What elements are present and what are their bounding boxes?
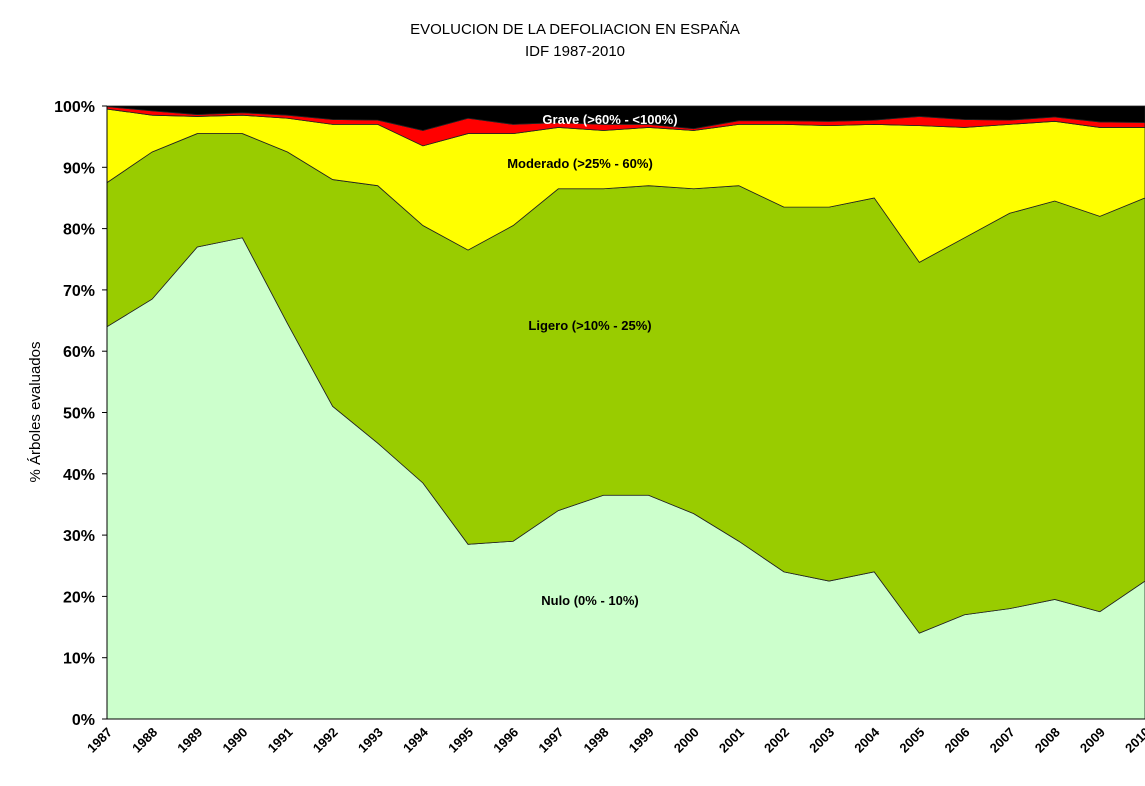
x-tick-label: 2004 xyxy=(851,724,883,756)
x-tick-label: 1996 xyxy=(490,725,521,756)
series-label: Moderado (>25% - 60%) xyxy=(507,156,653,171)
x-tick-label: 1995 xyxy=(445,725,476,756)
y-tick-label: 100% xyxy=(54,99,95,116)
x-tick-label: 2003 xyxy=(806,725,837,756)
y-tick-label: 40% xyxy=(63,467,95,484)
x-tick-label: 2009 xyxy=(1077,725,1108,756)
x-tick-label: 2002 xyxy=(761,725,792,756)
x-tick-label: 2008 xyxy=(1032,725,1063,756)
y-tick-label: 80% xyxy=(63,222,95,239)
series-label: Ligero (>10% - 25%) xyxy=(528,318,651,333)
x-tick-label: 1999 xyxy=(626,725,657,756)
y-tick-label: 50% xyxy=(63,406,95,423)
y-tick-label: 10% xyxy=(63,651,95,668)
x-tick-label: 2010 xyxy=(1122,725,1145,756)
series-label: Seco (100%) xyxy=(417,105,494,120)
x-tick-label: 1997 xyxy=(535,725,566,756)
x-tick-label: 1987 xyxy=(84,725,115,756)
y-tick-label: 70% xyxy=(63,283,95,300)
x-tick-label: 1988 xyxy=(129,725,160,756)
x-tick-label: 2006 xyxy=(942,725,973,756)
chart-title: EVOLUCION DE LA DEFOLIACION EN ESPAÑA xyxy=(410,21,740,38)
x-tick-label: 1989 xyxy=(174,725,205,756)
area xyxy=(106,105,1145,131)
y-tick-label: 0% xyxy=(72,712,95,729)
x-tick-label: 1998 xyxy=(580,725,611,756)
series-label: Nulo (0% - 10%) xyxy=(541,593,639,608)
x-tick-label: 1993 xyxy=(355,725,386,756)
x-tick-label: 1991 xyxy=(265,725,296,756)
chart-subtitle: IDF 1987-2010 xyxy=(525,43,625,60)
y-tick-label: 20% xyxy=(63,589,95,606)
y-tick-label: 90% xyxy=(63,160,95,177)
y-axis-label: % Árboles evaluados xyxy=(27,342,44,483)
x-tick-label: 2005 xyxy=(896,725,927,756)
x-tick-label: 2000 xyxy=(671,725,702,756)
x-tick-label: 1990 xyxy=(219,725,250,756)
y-tick-label: 60% xyxy=(63,344,95,361)
x-tick-label: 2007 xyxy=(987,725,1018,756)
x-tick-label: 2001 xyxy=(716,725,747,756)
series-label: Grave (>60% - <100%) xyxy=(542,112,677,127)
y-tick-label: 30% xyxy=(63,528,95,545)
x-tick-label: 1992 xyxy=(310,725,341,756)
x-tick-label: 1994 xyxy=(400,724,432,756)
